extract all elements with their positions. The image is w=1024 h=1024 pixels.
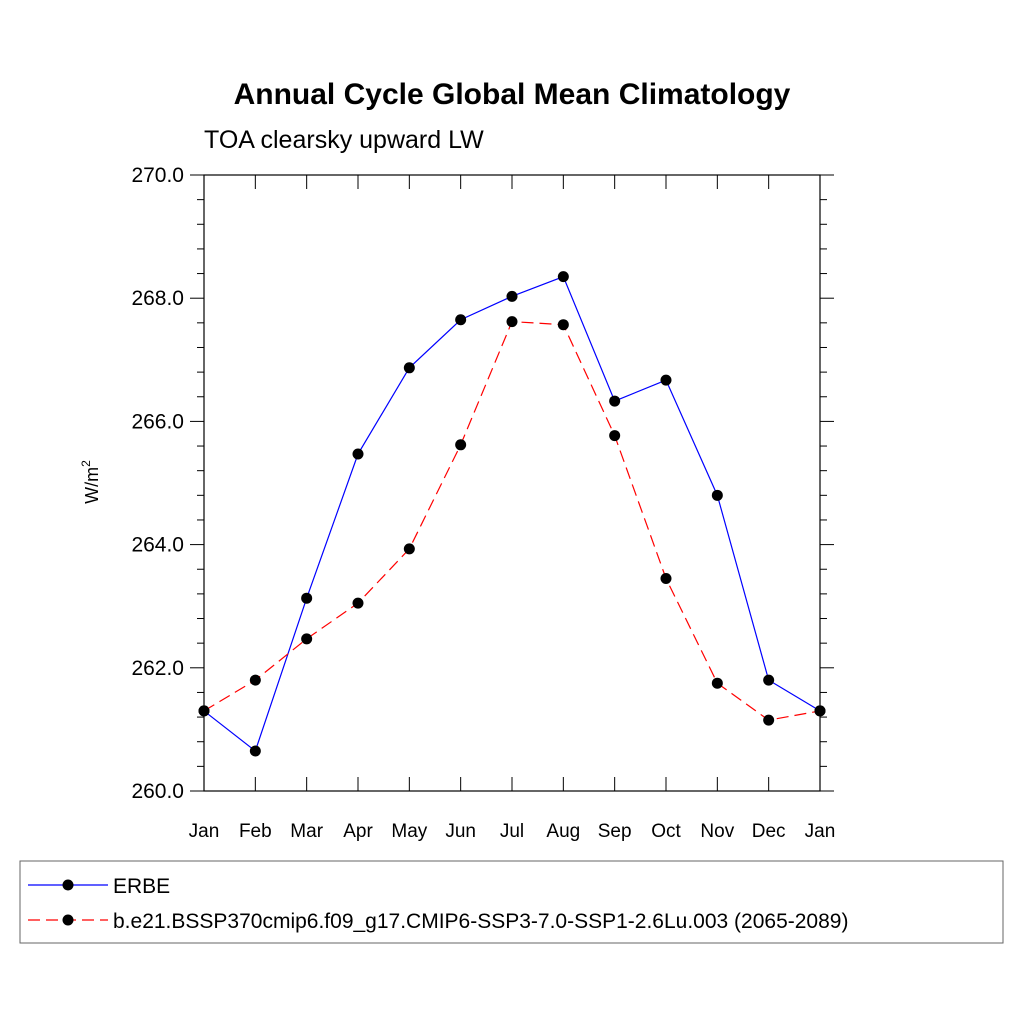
x-tick-label: Apr	[343, 821, 373, 842]
data-point	[711, 677, 723, 689]
y-tick-label: 268.0	[131, 287, 184, 310]
x-tick-label: Mar	[290, 821, 323, 842]
x-tick-label: Aug	[546, 821, 580, 842]
y-tick-label: 260.0	[131, 780, 184, 803]
data-point	[455, 314, 467, 326]
x-tick-label: Dec	[752, 821, 786, 842]
svg-text:W/m2: W/m2	[79, 460, 102, 504]
data-point	[609, 395, 621, 407]
legend-marker-1	[62, 879, 74, 891]
y-tick-label: 270.0	[131, 164, 184, 187]
data-point	[557, 319, 569, 331]
data-point	[403, 362, 415, 374]
x-tick-label: Jan	[805, 821, 836, 842]
data-point	[455, 439, 467, 451]
x-tick-label: Feb	[239, 821, 272, 842]
legend-box	[19, 860, 1004, 944]
x-tick-label: Sep	[598, 821, 632, 842]
data-point	[557, 271, 569, 283]
data-point	[711, 489, 723, 501]
series-layer	[198, 271, 826, 757]
legend: ERBE b.e21.BSSP370cmip6.f09_g17.CMIP6-SSP…	[28, 875, 848, 933]
data-point	[814, 705, 826, 717]
legend-label-2: b.e21.BSSP370cmip6.f09_g17.CMIP6-SSP3-7.…	[113, 910, 848, 933]
data-point	[198, 705, 210, 717]
data-point	[763, 714, 775, 726]
x-tick-label: Jul	[500, 821, 524, 842]
y-axis-label-superscript: 2	[79, 460, 93, 467]
legend-label-1: ERBE	[113, 875, 170, 898]
y-tick-label: 262.0	[131, 657, 184, 680]
data-point	[301, 633, 313, 645]
chart-title: Annual Cycle Global Mean Climatology	[234, 78, 791, 111]
series-line-1	[203, 275, 821, 752]
data-point	[403, 543, 415, 555]
data-point	[763, 674, 775, 686]
x-tick-label: May	[391, 821, 427, 842]
x-tick-label: Oct	[651, 821, 681, 842]
data-point	[352, 448, 364, 460]
y-axis-label: W/m2	[79, 460, 102, 504]
x-tick-label: Nov	[700, 821, 734, 842]
y-tick-label: 266.0	[131, 410, 184, 433]
axes: Jan Feb Mar Apr May Jun Jul Aug Sep Oct Nov Dec Jan2…	[131, 164, 835, 842]
data-point	[249, 745, 261, 757]
data-point	[660, 374, 672, 386]
chart-subtitle: TOA clearsky upward LW	[204, 126, 484, 154]
data-point	[249, 674, 261, 686]
y-tick-label: 264.0	[131, 534, 184, 557]
data-point	[352, 597, 364, 609]
legend-marker-2	[62, 914, 74, 926]
series-line-2	[203, 320, 821, 721]
x-tick-label: Jun	[445, 821, 476, 842]
data-point	[660, 572, 672, 584]
x-tick-label: Jan	[189, 821, 220, 842]
data-point	[301, 592, 313, 604]
data-point	[506, 290, 518, 302]
y-axis-label-text: W/m	[82, 467, 102, 504]
plot-frame	[203, 174, 821, 792]
data-point	[506, 316, 518, 328]
data-point	[609, 430, 621, 442]
